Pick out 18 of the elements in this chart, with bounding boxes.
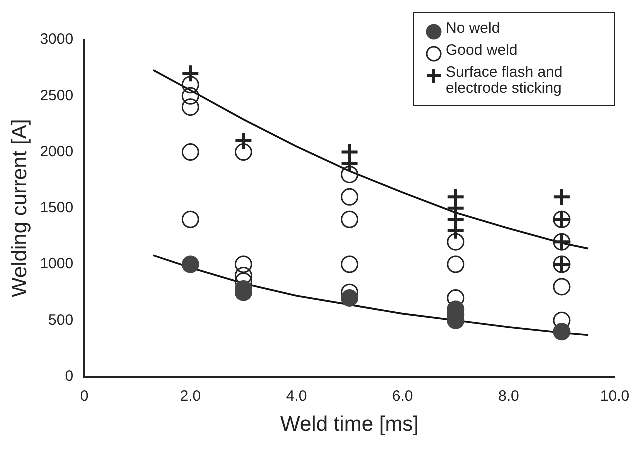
y-tick-label: 0 [65,368,74,385]
x-axis-title: Weld time [ms] [280,413,420,436]
y-tick-label: 2000 [40,143,74,160]
y-tick-label: 1500 [40,200,74,217]
x-tick-label: 2.0 [180,388,202,405]
legend-label: Good weld [446,42,518,59]
y-tick-label: 500 [48,312,74,329]
x-tick-label: 8.0 [498,388,520,405]
legend-label: No weld [446,20,500,37]
y-tick-label: 2500 [40,87,74,104]
y-tick-label: 1000 [40,256,74,273]
y-tick-label: 3000 [40,31,74,48]
y-axis-title: Welding current [A] [8,119,32,298]
x-tick-label: 0 [80,388,89,405]
x-tick-label: 6.0 [392,388,414,405]
x-tick-label: 10.0 [600,388,630,405]
x-tick-label: 4.0 [286,388,308,405]
legend-label: Surface flash and electrode sticking [446,64,564,97]
